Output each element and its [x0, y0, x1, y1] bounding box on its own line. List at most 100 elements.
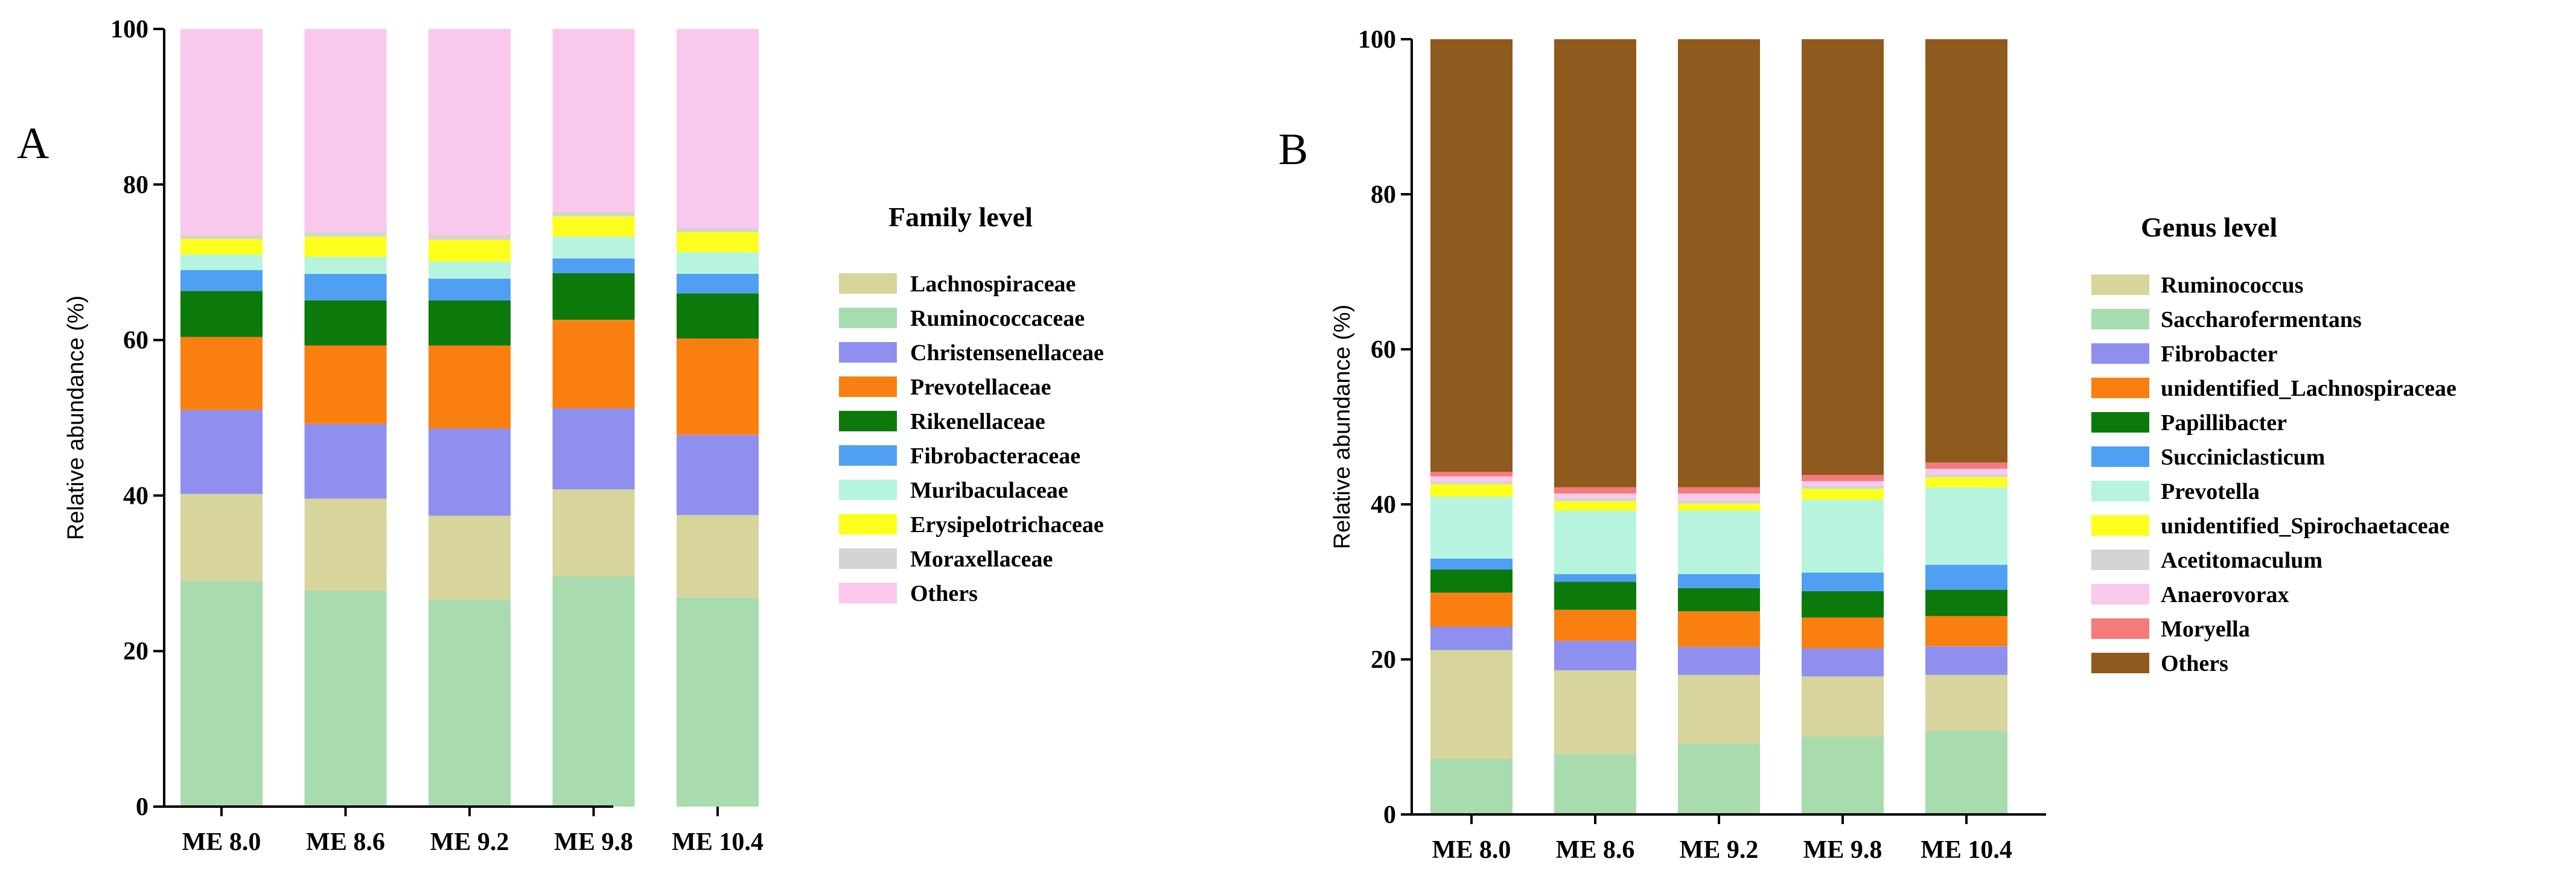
x-tick-label: ME 9.2 — [1680, 836, 1759, 864]
legend-swatch-christensenellaceae — [839, 342, 897, 363]
y-tick-label: 40 — [1371, 491, 1396, 519]
bar-segment-rikenellaceae-me-9-8 — [552, 273, 635, 320]
x-tick-label: ME 8.6 — [306, 828, 385, 856]
bar-segment-prevotellaceae-me-8-6 — [304, 345, 387, 424]
bar-segment-ruminococcaceae-me-8-6 — [304, 590, 387, 807]
bar-segment-fibrobacteraceae-me-9-2 — [429, 278, 511, 300]
legend-swatch-rikenellaceae — [839, 411, 897, 431]
legend-swatch-acetitomaculum — [2091, 550, 2149, 570]
y-axis-title: Relative abundance (%) — [1330, 305, 1355, 550]
legend-swatch-anaerovorax — [2091, 584, 2149, 605]
legend-swatch-others — [839, 583, 897, 603]
bar-segment-prevotellaceae-me-9-8 — [552, 320, 635, 408]
bar-segment-christensenellaceae-me-9-8 — [552, 408, 635, 490]
bar-segment-fibrobacter-me-9-8 — [1802, 649, 1884, 677]
legend-label-others: Others — [2161, 651, 2228, 676]
chart-family-level: 0 20 40 60 80 100 ME 8.0 ME 8.6 ME 9.2 ME 9.8 ME 1… — [63, 16, 1104, 856]
x-tick-label: ME 9.8 — [554, 828, 633, 856]
bar-segment-prevotellaceae-me-8-0 — [180, 337, 263, 410]
legend-label-acetitomaculum: Acetitomaculum — [2161, 548, 2323, 573]
chart-genus-level: 0 20 40 60 80 100 ME 8.0 ME 8.6 ME 9.2 ME 9.8 ME 1… — [1330, 26, 2456, 864]
bar-segment-rikenellaceae-me-9-2 — [429, 300, 511, 346]
bar-segment-unidentified-spirochaetaceae-me-8-0 — [1430, 484, 1513, 497]
bar-segment-erysipelotrichaceae-me-8-6 — [304, 236, 387, 257]
bar-segment-moraxellaceae-me-10-4 — [677, 228, 759, 232]
legend-label-papillibacter: Papillibacter — [2161, 410, 2287, 436]
bar-segment-muribaculaceae-me-8-0 — [180, 254, 263, 270]
bar-segment-ruminococcus-me-8-6 — [1554, 670, 1636, 754]
y-tick-label: 100 — [1358, 26, 1396, 54]
y-tick-label: 60 — [123, 327, 148, 355]
x-tick-label: ME 9.8 — [1803, 836, 1883, 864]
bar-segment-others-me-10-4 — [677, 29, 759, 228]
bar-segment-others-me-8-0 — [180, 29, 263, 235]
x-tick-label: ME 9.2 — [430, 828, 509, 856]
bar-segment-ruminococcus-me-10-4 — [1925, 674, 2007, 731]
bar-segment-muribaculaceae-me-8-6 — [304, 256, 387, 274]
bar-segment-others-me-8-0 — [1430, 39, 1513, 472]
bar-segment-fibrobacteraceae-me-9-8 — [552, 258, 635, 273]
bar-segment-papillibacter-me-8-0 — [1430, 569, 1513, 593]
bar-segment-ruminococcus-me-9-8 — [1802, 676, 1884, 737]
bar-segment-unidentified-spirochaetaceae-me-8-6 — [1554, 501, 1636, 511]
legend-swatch-prevotella — [2091, 481, 2149, 501]
legend-label-fibrobacteraceae: Fibrobacteraceae — [910, 443, 1080, 469]
bar-segment-ruminococcaceae-me-9-8 — [552, 576, 635, 807]
bar-segment-saccharofermentans-me-9-8 — [1802, 737, 1884, 814]
bar-segment-muribaculaceae-me-9-2 — [429, 261, 511, 279]
bar-segment-anaerovorax-me-9-2 — [1678, 493, 1760, 501]
bar-segment-moryella-me-9-8 — [1802, 475, 1884, 481]
legend-swatch-muribaculaceae — [839, 480, 897, 500]
legend-swatch-prevotellaceae — [839, 376, 897, 397]
bar-segment-succiniclasticum-me-10-4 — [1925, 565, 2007, 590]
x-tick-label: ME 8.6 — [1556, 836, 1635, 864]
bar-segment-anaerovorax-me-9-8 — [1802, 481, 1884, 486]
legend-label-ruminococcaceae: Ruminococcaceae — [910, 306, 1085, 331]
bar-segment-acetitomaculum-me-10-4 — [1925, 474, 2007, 477]
y-tick-label: 0 — [136, 793, 148, 821]
y-tick-label: 60 — [1371, 336, 1396, 364]
y-tick-label: 20 — [123, 638, 148, 665]
bar-segment-moryella-me-8-6 — [1554, 487, 1636, 493]
bar-segment-ruminococcaceae-me-9-2 — [429, 600, 511, 807]
legend-swatch-fibrobacter — [2091, 343, 2149, 364]
legend-swatch-unidentified-lachnospiraceae — [2091, 378, 2149, 398]
bar-segment-unidentified-spirochaetaceae-me-9-2 — [1678, 503, 1760, 511]
legend-label-rikenellaceae: Rikenellaceae — [910, 409, 1045, 434]
legend-label-christensenellaceae: Christensenellaceae — [910, 340, 1104, 366]
legend-label-saccharofermentans: Saccharofermentans — [2161, 307, 2362, 332]
bar-segment-acetitomaculum-me-9-2 — [1678, 500, 1760, 504]
bar-segment-prevotellaceae-me-9-2 — [429, 345, 511, 429]
legend-label-unidentified-lachnospiraceae: unidentified_Lachnospiraceae — [2161, 376, 2456, 401]
bar-segment-acetitomaculum-me-8-0 — [1430, 481, 1513, 484]
bar-segment-unidentified-lachnospiraceae-me-8-6 — [1554, 609, 1636, 641]
y-tick-label: 20 — [1371, 646, 1396, 674]
bar-segment-prevotella-me-8-0 — [1430, 497, 1513, 559]
bar-segment-moryella-me-10-4 — [1925, 462, 2007, 469]
legend-label-erysipelotrichaceae: Erysipelotrichaceae — [910, 512, 1104, 538]
bar-segment-anaerovorax-me-8-6 — [1554, 493, 1636, 498]
legend-label-ruminococcus: Ruminococcus — [2161, 273, 2303, 298]
bar-segment-papillibacter-me-10-4 — [1925, 589, 2007, 617]
bar-segment-ruminococcus-me-8-0 — [1430, 650, 1513, 759]
bar-segment-erysipelotrichaceae-me-9-2 — [429, 240, 511, 262]
bar-segment-fibrobacteraceae-me-8-6 — [304, 274, 387, 300]
bar-segment-fibrobacteraceae-me-10-4 — [677, 274, 759, 294]
bar-segment-ruminococcaceae-me-10-4 — [677, 597, 759, 807]
bar-segment-fibrobacter-me-8-6 — [1554, 641, 1636, 670]
bar-segment-moryella-me-8-0 — [1430, 472, 1513, 477]
bar-segment-succiniclasticum-me-8-6 — [1554, 574, 1636, 582]
bar-segment-unidentified-lachnospiraceae-me-9-2 — [1678, 611, 1760, 647]
bar-segment-prevotella-me-9-2 — [1678, 510, 1760, 574]
legend-label-moryella: Moryella — [2161, 617, 2250, 642]
bar-segment-moraxellaceae-me-9-8 — [552, 211, 635, 217]
bar-segment-succiniclasticum-me-8-0 — [1430, 559, 1513, 570]
bar-segment-christensenellaceae-me-8-0 — [180, 410, 263, 494]
panel-a-letter: A — [17, 119, 49, 168]
bar-segment-papillibacter-me-8-6 — [1554, 582, 1636, 610]
legend-title: Family level — [888, 202, 1033, 232]
bar-segment-christensenellaceae-me-9-2 — [429, 428, 511, 516]
legend-swatch-others — [2091, 653, 2149, 673]
bar-segment-erysipelotrichaceae-me-9-8 — [552, 216, 635, 237]
legend-swatch-succiniclasticum — [2091, 446, 2149, 467]
